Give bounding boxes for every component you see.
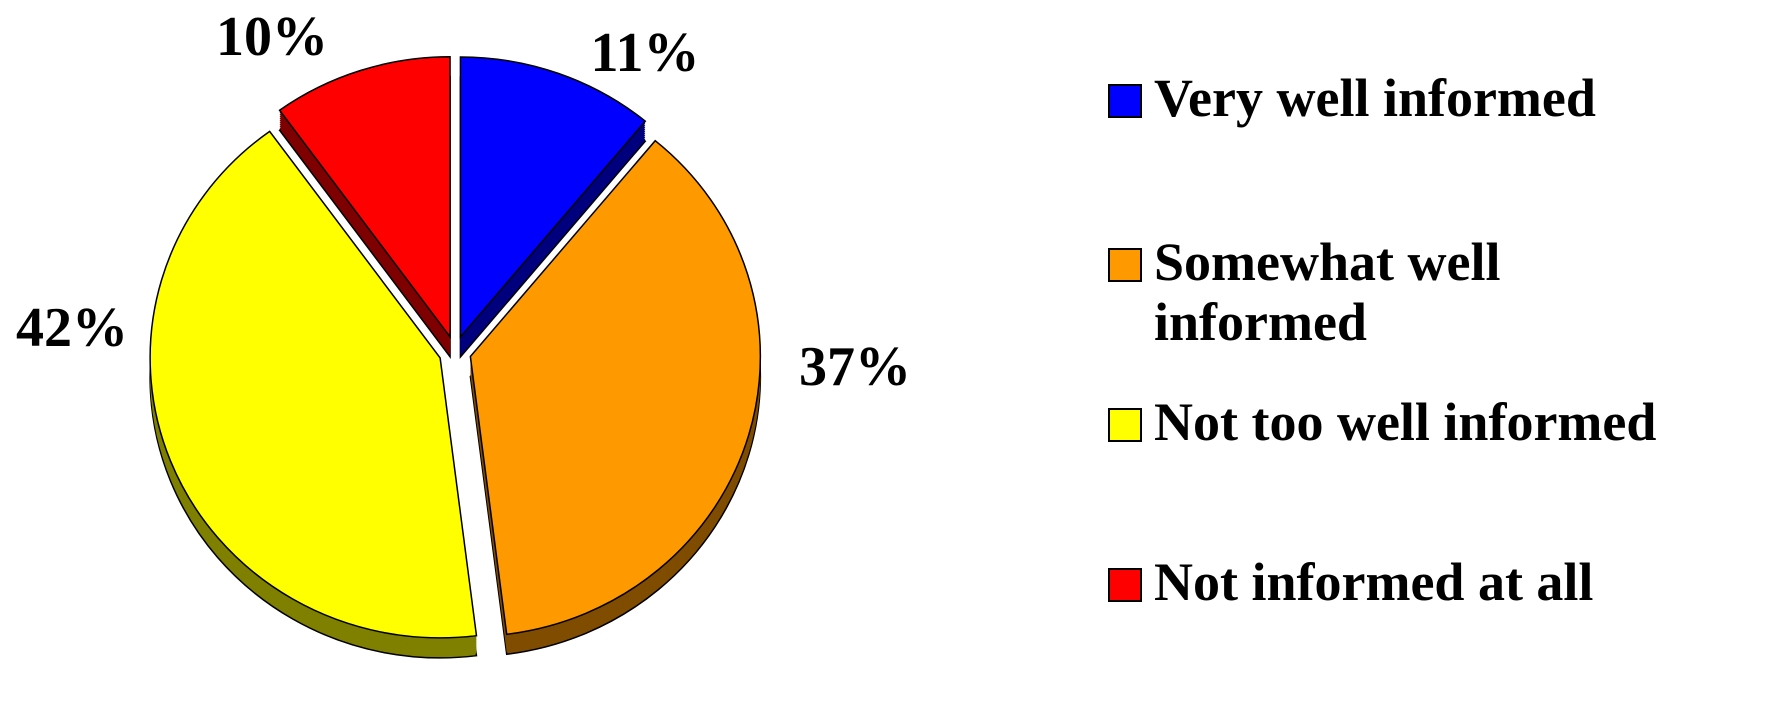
legend-item: Somewhat well informed — [1108, 232, 1674, 352]
legend-swatch — [1108, 408, 1142, 442]
value-label: 11% — [591, 22, 700, 84]
legend-swatch — [1108, 568, 1142, 602]
legend-item: Not too well informed — [1108, 392, 1674, 452]
value-label: 37% — [799, 336, 911, 398]
legend-item: Not informed at all — [1108, 552, 1674, 612]
legend-label: Not too well informed — [1154, 392, 1657, 452]
value-label: 10% — [216, 6, 328, 68]
slice — [149, 130, 478, 639]
slice — [459, 56, 647, 339]
legend-item: Very well informed — [1108, 68, 1674, 128]
slice — [278, 56, 451, 340]
legend-swatch — [1108, 248, 1142, 282]
pie-area: 11% 37% 42% 10% — [16, 6, 911, 659]
slice — [469, 139, 762, 636]
legend-label: Somewhat well informed — [1154, 232, 1501, 352]
legend-label: Very well informed — [1154, 68, 1596, 128]
legend-label: Not informed at all — [1154, 552, 1594, 612]
legend-swatch — [1108, 84, 1142, 118]
value-label: 42% — [16, 297, 128, 359]
